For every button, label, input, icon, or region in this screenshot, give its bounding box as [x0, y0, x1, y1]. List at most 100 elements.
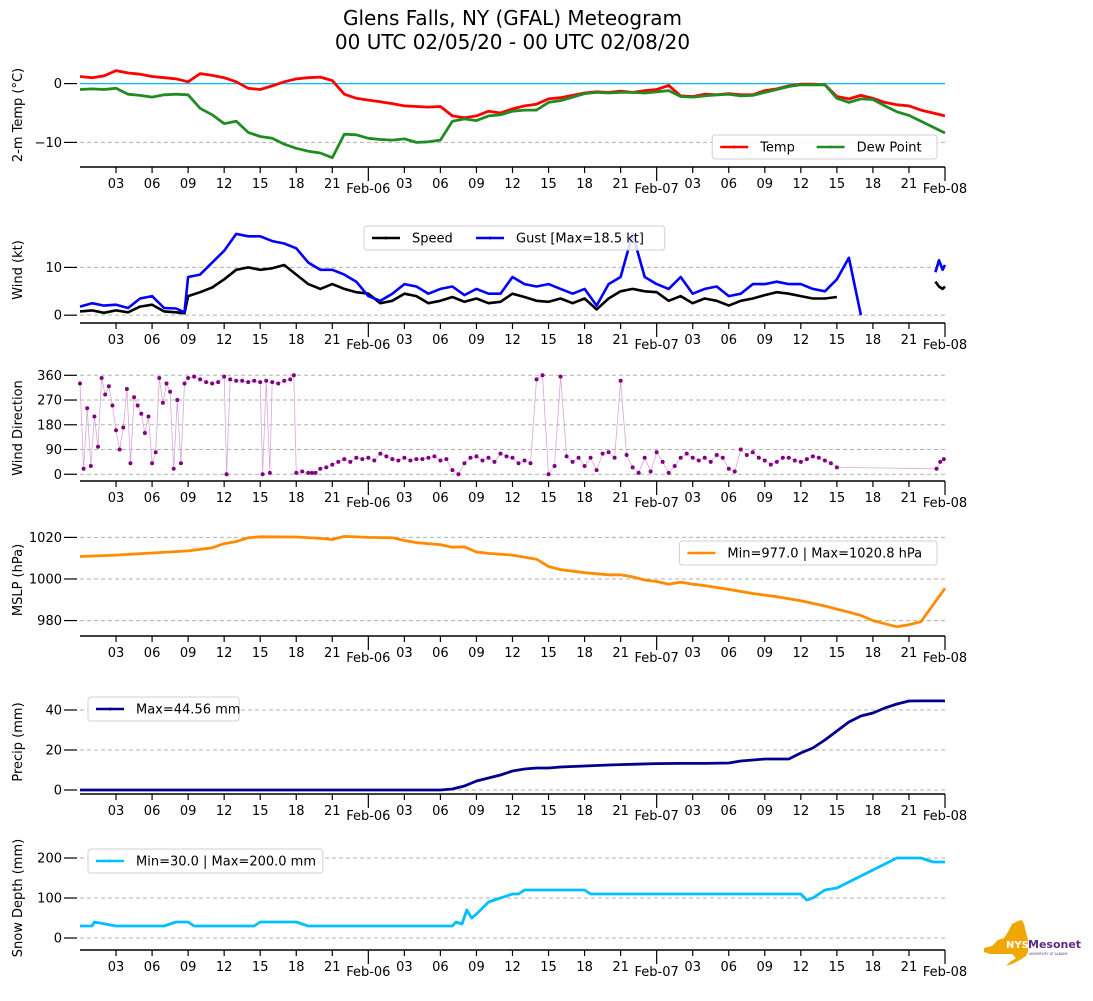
- x-hour-label: 12: [793, 491, 810, 506]
- wind-direction-point: [240, 378, 245, 383]
- wind-direction-point: [142, 431, 147, 436]
- wind-direction-point: [678, 455, 683, 460]
- wind-direction-point: [558, 374, 563, 379]
- wind-direction-point: [606, 450, 611, 455]
- y-tick-label: 40: [45, 704, 62, 719]
- x-day-label: Feb-06: [346, 496, 390, 511]
- wind-direction-point: [828, 461, 833, 466]
- wind-direction-point: [654, 450, 659, 455]
- wind-direction-point: [228, 377, 233, 382]
- wind-direction-point: [178, 461, 183, 466]
- wind-direction-point: [360, 457, 365, 462]
- ny-state-shape-icon: [984, 920, 1028, 966]
- wind-direction-point: [480, 458, 485, 463]
- wind-direction-point: [750, 450, 755, 455]
- x-hour-label: 12: [216, 491, 233, 506]
- x-day-label: Feb-07: [635, 965, 679, 980]
- legend: Min=30.0 | Max=200.0 mm: [87, 848, 324, 874]
- legend-marker: [488, 236, 492, 240]
- x-day-label: Feb-07: [635, 496, 679, 511]
- x-hour-label: 12: [216, 804, 233, 819]
- wind-direction-point: [660, 459, 665, 464]
- x-hour-label: 09: [468, 491, 485, 506]
- wind-direction-point: [552, 464, 557, 469]
- x-hour-label: 03: [684, 646, 701, 661]
- x-hour-label: 03: [396, 646, 413, 661]
- x-hour-label: 18: [865, 804, 882, 819]
- y-tick-label: 0: [54, 932, 62, 947]
- wind-direction-point: [168, 389, 173, 394]
- wind-direction-point: [702, 455, 707, 460]
- x-hour-label: 15: [252, 804, 269, 819]
- x-hour-label: 06: [720, 960, 737, 975]
- y-tick-label: 0: [54, 77, 62, 92]
- x-hour-label: 18: [288, 177, 305, 192]
- x-hour-label: 18: [288, 333, 305, 348]
- panel-temp: 0 −10 2-m Temp (°C) 03 06 09 12 15 18 21 Feb-06 03 0…: [11, 68, 967, 197]
- x-hour-label: 06: [720, 646, 737, 661]
- x-day-label: Feb-07: [635, 182, 679, 197]
- x-hour-label: 03: [684, 177, 701, 192]
- x-hour-label: 18: [288, 960, 305, 975]
- wind-direction-point: [600, 451, 605, 456]
- wind-direction-point: [570, 459, 575, 464]
- x-hour-label: 06: [432, 804, 449, 819]
- wind-direction-point: [522, 458, 527, 463]
- legend-label: Gust [Max=18.5 kt]: [516, 232, 644, 247]
- legend-label: Dew Point: [857, 141, 922, 156]
- x-hour-label: 06: [432, 333, 449, 348]
- wind-direction-point: [270, 380, 275, 385]
- wind-direction-point: [618, 378, 623, 383]
- x-hour-label: 09: [180, 804, 197, 819]
- wind-direction-point: [198, 377, 203, 382]
- x-hour-label: 15: [829, 491, 846, 506]
- series-gust-max-18-5-kt-line: [934, 258, 947, 273]
- x-hour-label: 15: [252, 646, 269, 661]
- x-hour-label: 15: [540, 333, 557, 348]
- x-hour-label: 18: [865, 177, 882, 192]
- x-hour-label: 18: [288, 646, 305, 661]
- x-day-label: Feb-06: [346, 338, 390, 353]
- series-gust-max-18-5-kt-line: [79, 232, 863, 316]
- wind-direction-point: [330, 462, 335, 467]
- wind-direction-point: [372, 458, 377, 463]
- wind-direction-point: [160, 400, 165, 405]
- x-hour-label: 21: [324, 491, 341, 506]
- x-hour-label: 15: [829, 177, 846, 192]
- x-hour-label: 15: [540, 960, 557, 975]
- wind-direction-point: [792, 458, 797, 463]
- chart-title-line1: Glens Falls, NY (GFAL) Meteogram: [342, 6, 683, 30]
- x-hour-label: 12: [216, 646, 233, 661]
- wind-direction-point: [690, 455, 695, 460]
- wind-direction-point: [786, 455, 791, 460]
- wind-direction-point: [288, 377, 293, 382]
- wind-direction-point: [246, 380, 251, 385]
- x-hour-label: 06: [144, 491, 161, 506]
- legend-box: [87, 696, 240, 722]
- x-hour-label: 21: [324, 333, 341, 348]
- x-hour-label: 03: [108, 804, 125, 819]
- wind-direction-point: [762, 458, 767, 463]
- wind-direction-point: [798, 459, 803, 464]
- legend-marker: [384, 236, 388, 240]
- wind-direction-point: [780, 455, 785, 460]
- x-hour-label: 18: [288, 491, 305, 506]
- panel-snow: 0 100 200 Snow Depth (mm) 03 06 09 12 15 18 21 Feb-…: [11, 839, 967, 980]
- wind-direction-point: [182, 381, 187, 386]
- x-hour-label: 15: [252, 177, 269, 192]
- legend: Temp Dew Point: [711, 134, 938, 160]
- wind-direction-point: [282, 378, 287, 383]
- wind-direction-point: [267, 470, 272, 475]
- x-hour-label: 09: [468, 804, 485, 819]
- x-hour-label: 15: [540, 177, 557, 192]
- legend-box: [87, 848, 324, 874]
- x-hour-label: 21: [901, 491, 918, 506]
- logo-sub-text: UNIVERSITY AT ALBANY: [1029, 952, 1069, 956]
- wind-direction-point: [684, 451, 689, 456]
- series-speed-line: [79, 263, 838, 315]
- wind-direction-point: [642, 455, 647, 460]
- wind-direction-point: [630, 465, 635, 470]
- y-tick-label: 180: [37, 418, 62, 433]
- wind-direction-point: [99, 376, 104, 381]
